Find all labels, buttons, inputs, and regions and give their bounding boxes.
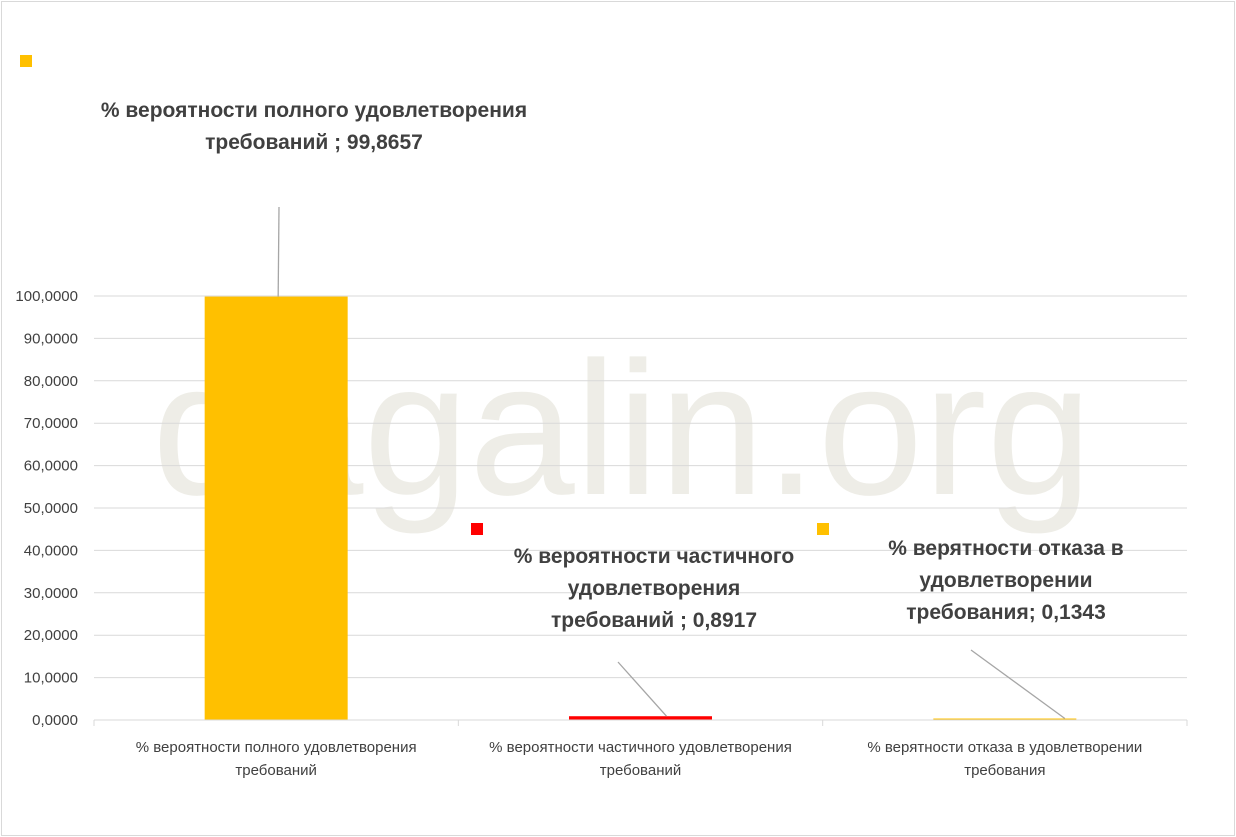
y-tick-label: 60,0000 — [24, 458, 78, 475]
x-category-label: % вероятности частичного удовлетворения — [489, 739, 792, 756]
data-label: удовлетворении — [919, 569, 1092, 592]
bar — [569, 716, 712, 720]
data-label-marker — [471, 523, 483, 535]
bars — [204, 296, 1077, 720]
x-category-label: % верятности отказа в удовлетворении — [867, 739, 1142, 756]
y-tick-label: 10,0000 — [24, 670, 78, 687]
data-label-marker — [20, 55, 32, 67]
y-tick-label: 0,0000 — [32, 712, 78, 729]
bar — [933, 718, 1077, 720]
x-category-label: требований — [235, 762, 317, 779]
data-label: требования; 0,1343 — [906, 601, 1106, 624]
leader-line — [970, 649, 1066, 720]
data-label: % вероятности полного удовлетворения — [101, 99, 527, 122]
x-category-label: требования — [964, 762, 1045, 779]
x-category-label: % вероятности полного удовлетворения — [136, 739, 417, 756]
data-label: % верятности отказа в — [888, 537, 1124, 560]
y-tick-label: 50,0000 — [24, 500, 78, 517]
y-tick-label: 20,0000 — [24, 627, 78, 644]
data-label: удовлетворения — [568, 577, 741, 600]
data-label: % вероятности частичного — [514, 545, 794, 568]
data-label: требований ; 0,8917 — [551, 609, 757, 632]
leader-line — [617, 661, 667, 717]
x-category-label: требований — [600, 762, 682, 779]
y-tick-label: 70,0000 — [24, 415, 78, 432]
y-tick-label: 100,0000 — [15, 288, 78, 305]
data-label: требований ; 99,8657 — [205, 131, 423, 154]
bar — [204, 296, 348, 720]
y-tick-label: 90,0000 — [24, 330, 78, 347]
leader-line — [277, 206, 280, 297]
y-tick-label: 30,0000 — [24, 585, 78, 602]
y-tick-label: 40,0000 — [24, 542, 78, 559]
y-tick-label: 80,0000 — [24, 373, 78, 390]
data-label-marker — [817, 523, 829, 535]
data-labels: % вероятности полного удовлетворения треб… — [20, 55, 1124, 720]
axes: 0,0000 10,0000 20,0000 30,0000 40,0000 50,000… — [15, 288, 1188, 779]
